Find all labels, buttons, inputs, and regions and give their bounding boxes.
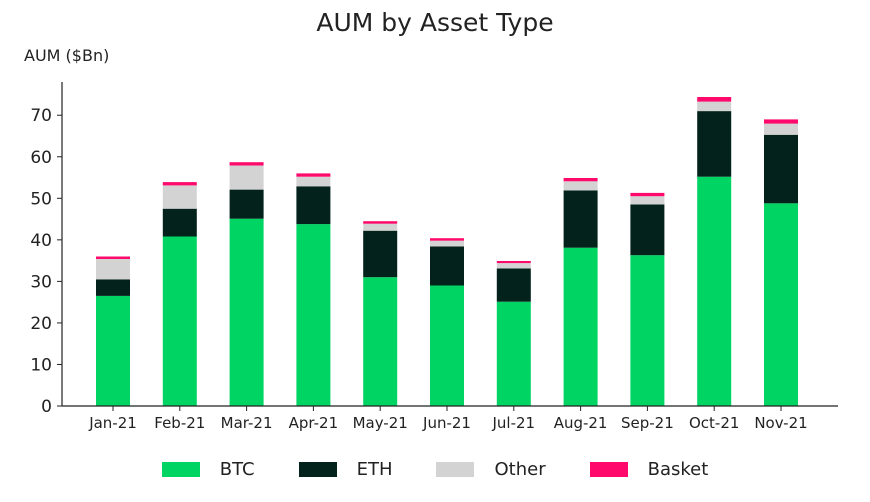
bar-eth-jan-21 [96,279,130,296]
x-tick-label: Jun-21 [422,414,471,432]
bar-btc-jul-21 [496,301,531,406]
bar-basket-apr-21 [296,173,331,177]
bar-btc-feb-21 [162,236,197,406]
legend: BTC ETH Other Basket [0,459,870,480]
bar-eth-jun-21 [430,246,464,286]
legend-item-other: Other [436,459,546,480]
x-tick-label: Nov-21 [754,414,807,432]
bar-other-may-21 [363,223,398,231]
chart-title: AUM by Asset Type [316,8,554,37]
bar-other-jun-21 [430,240,464,247]
bar-eth-feb-21 [162,208,197,237]
x-tick-label: Oct-21 [689,414,739,432]
bar-btc-apr-21 [296,224,331,406]
bar-btc-oct-21 [697,176,732,406]
x-tick-label: Jan-21 [88,414,137,432]
bar-eth-jul-21 [496,268,531,302]
bar-basket-jan-21 [96,256,130,259]
legend-label: BTC [219,459,255,480]
legend-item-btc: BTC [161,459,255,480]
bar-btc-sep-21 [630,255,665,406]
y-tick-label: 20 [30,314,52,334]
x-tick-label: Mar-21 [221,414,273,432]
bar-btc-jan-21 [96,295,130,406]
bar-basket-feb-21 [162,182,197,186]
bar-btc-nov-21 [764,203,798,406]
legend-swatch [161,462,200,477]
legend-item-eth: ETH [298,459,393,480]
bars-group [96,97,798,406]
bar-btc-jun-21 [430,285,464,406]
bar-basket-jul-21 [496,261,531,264]
y-tick-label: 70 [30,106,52,126]
bar-eth-apr-21 [296,186,331,225]
x-tick-label: Jul-21 [491,414,535,432]
legend-label: Other [494,459,546,480]
x-tick-label: Aug-21 [554,414,608,432]
x-tick-label: Sep-21 [621,414,674,432]
legend-swatch [298,462,337,477]
legend-swatch [436,462,475,477]
bar-eth-nov-21 [764,134,798,204]
bar-btc-aug-21 [563,247,598,406]
bar-other-jan-21 [96,259,130,280]
bar-other-sep-21 [630,196,665,205]
bar-other-oct-21 [697,101,732,112]
bar-other-mar-21 [229,165,264,190]
y-tick-label: 40 [30,231,52,251]
y-tick-label: 10 [30,355,52,375]
bar-eth-may-21 [363,230,398,278]
bar-eth-mar-21 [229,189,264,219]
bar-btc-may-21 [363,277,398,406]
legend-item-basket: Basket [589,459,709,480]
legend-label: ETH [356,459,393,480]
bar-basket-jun-21 [430,238,464,241]
x-tick-label: Feb-21 [154,414,205,432]
bar-basket-sep-21 [630,192,665,197]
bar-basket-may-21 [363,221,398,224]
stacked-bar-chart: Jan-21 Feb-21 Mar-21 Apr-21 May-21 Jun-21 Jul-… [30,82,838,432]
y-tick-label: 50 [30,189,52,209]
x-tick-label: May-21 [353,414,408,432]
axes-group: Jan-21 Feb-21 Mar-21 Apr-21 May-21 Jun-21 Jul-… [30,82,838,432]
y-tick-label: 60 [30,148,52,168]
x-tick-label: Apr-21 [289,414,339,432]
bar-eth-sep-21 [630,204,665,256]
legend-label: Basket [647,459,709,480]
bar-other-nov-21 [764,123,798,135]
bar-basket-oct-21 [697,97,732,102]
bar-eth-oct-21 [697,111,732,177]
bar-other-aug-21 [563,181,598,191]
bar-btc-mar-21 [229,218,264,406]
bar-other-feb-21 [162,185,197,209]
bar-basket-aug-21 [563,178,598,182]
bar-other-jul-21 [496,263,531,269]
legend-swatch [589,462,628,477]
bar-basket-nov-21 [764,119,798,124]
bar-eth-aug-21 [563,190,598,248]
bar-basket-mar-21 [229,162,264,166]
y-tick-label: 0 [41,397,52,417]
y-tick-label: 30 [30,272,52,292]
bar-other-apr-21 [296,176,331,187]
y-axis-label: AUM ($Bn) [24,46,110,65]
